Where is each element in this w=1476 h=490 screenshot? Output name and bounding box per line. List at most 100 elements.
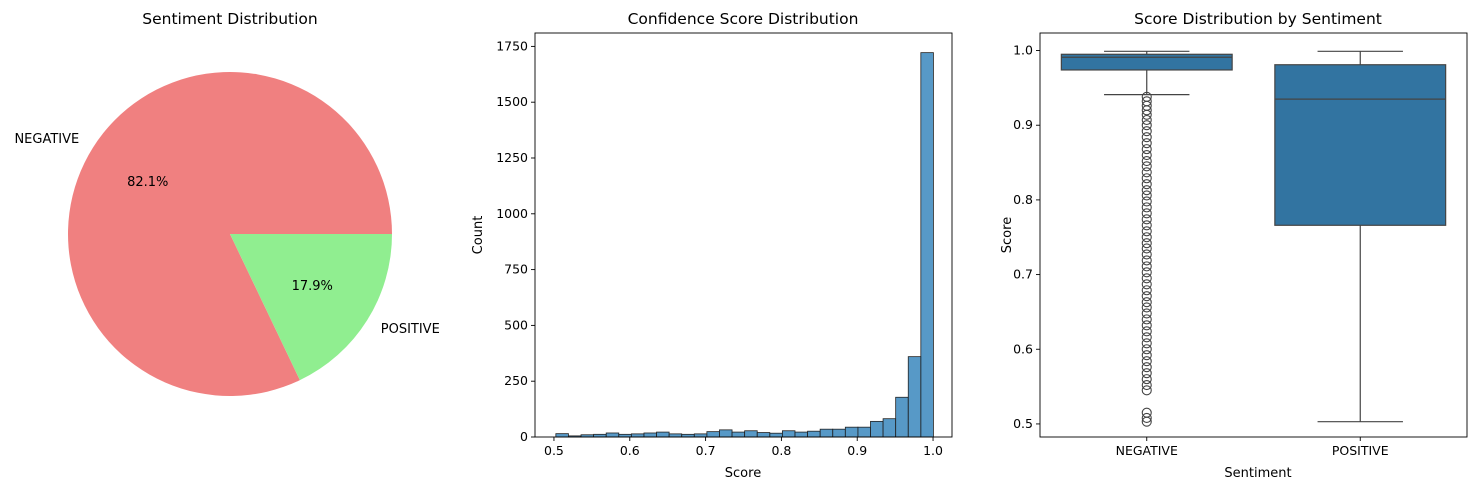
boxplot-outlier xyxy=(1141,202,1152,213)
histogram-y-label: Count xyxy=(471,216,486,255)
histogram-x-tick-label: 0.7 xyxy=(696,443,716,458)
boxplot-y-tick-label: 0.7 xyxy=(1013,267,1033,282)
histogram-bar xyxy=(844,426,859,438)
boxplot-outlier xyxy=(1141,385,1152,396)
pie-percent-positive: 17.9% xyxy=(292,279,333,294)
histogram-bar xyxy=(643,432,657,438)
histogram-x-tick-label: 0.5 xyxy=(544,443,564,458)
boxplot-outlier xyxy=(1141,267,1152,278)
boxplot-outlier xyxy=(1141,356,1152,367)
histogram-y-tick-label: 500 xyxy=(504,317,528,332)
histogram-bar xyxy=(756,432,771,438)
boxplot-y-tick-label: 0.9 xyxy=(1013,117,1033,132)
boxplot-outlier xyxy=(1141,261,1152,272)
histogram-y-tick-label: 1750 xyxy=(496,38,528,53)
boxplot-outlier xyxy=(1141,320,1152,331)
boxplot-outlier xyxy=(1141,362,1152,373)
boxplot-y-tick-label: 1.0 xyxy=(1013,43,1033,58)
histogram-bar xyxy=(870,420,884,438)
pie-slice-positive xyxy=(230,234,392,381)
boxplot-outlier xyxy=(1141,232,1152,243)
boxplot-y-tick-label: 0.8 xyxy=(1013,192,1033,207)
boxplot-x-label: Sentiment xyxy=(1224,466,1291,481)
histogram-y-tick-label: 1500 xyxy=(496,94,528,109)
histogram-y-tick-label: 750 xyxy=(504,262,528,277)
boxplot-outlier xyxy=(1141,350,1152,361)
boxplot-outlier xyxy=(1141,214,1152,225)
boxplot-outlier xyxy=(1141,238,1152,249)
histogram-x-tick-label: 0.8 xyxy=(771,443,791,458)
histogram-bar xyxy=(719,429,733,438)
boxplot-groups xyxy=(1060,50,1447,427)
histogram-bar xyxy=(769,432,783,438)
boxplot-x-tick-label: NEGATIVE xyxy=(1116,443,1178,458)
boxplot-outlier xyxy=(1141,326,1152,337)
boxplot-outlier xyxy=(1141,220,1152,231)
histogram-bar xyxy=(832,428,846,438)
boxplot-outlier xyxy=(1141,249,1152,260)
histogram-bar xyxy=(781,430,796,438)
boxplot-outlier xyxy=(1141,302,1152,313)
pie-slice-negative xyxy=(67,72,392,397)
histogram-bar xyxy=(630,433,645,438)
histogram-panel: Confidence Score Distribution 0.5 0.6 0.7 0… xyxy=(471,10,953,481)
boxplot-outlier xyxy=(1141,150,1152,161)
histogram-y-tick-label: 1000 xyxy=(496,206,528,221)
boxplot-outlier xyxy=(1141,368,1152,379)
boxplot-outlier xyxy=(1141,120,1152,131)
boxplot-outlier xyxy=(1141,279,1152,290)
boxplot-outlier xyxy=(1141,167,1152,178)
pie-labels: NEGATIVE 82.1% POSITIVE 17.9% xyxy=(14,132,439,337)
pie-chart-title: Sentiment Distribution xyxy=(142,10,317,28)
boxplot-box xyxy=(1274,64,1447,226)
histogram-bar xyxy=(895,396,909,438)
boxplot-outlier xyxy=(1141,208,1152,219)
histogram-bar xyxy=(807,430,821,438)
histogram-bar xyxy=(693,433,708,438)
boxplot-group-negative xyxy=(1060,50,1233,427)
boxplot-box xyxy=(1060,53,1233,71)
boxplot-y-label: Score xyxy=(1000,217,1015,253)
boxplot-group-positive xyxy=(1274,50,1447,423)
histogram-bar xyxy=(605,432,620,438)
histogram-bar xyxy=(555,433,569,438)
boxplot-outlier xyxy=(1141,308,1152,319)
histogram-bar xyxy=(656,431,670,438)
boxplot-outlier xyxy=(1141,173,1152,184)
boxplot-outlier xyxy=(1141,196,1152,207)
pie-percent-negative: 82.1% xyxy=(127,175,168,190)
histogram-x-ticks: 0.5 0.6 0.7 0.8 0.9 1.0 xyxy=(544,437,943,458)
boxplot-outlier xyxy=(1141,297,1152,308)
histogram-bar xyxy=(744,430,758,438)
boxplot-outlier xyxy=(1141,291,1152,302)
pie-label-positive: POSITIVE xyxy=(381,322,440,337)
histogram-axes-frame xyxy=(534,32,953,438)
boxplot-outlier xyxy=(1141,374,1152,385)
boxplot-outlier xyxy=(1141,161,1152,172)
histogram-bar xyxy=(857,426,871,438)
histogram-x-tick-label: 1.0 xyxy=(923,443,943,458)
histogram-x-label: Score xyxy=(725,466,761,481)
boxplot-outlier xyxy=(1141,314,1152,325)
boxplot-outlier xyxy=(1141,132,1152,143)
boxplot-outlier xyxy=(1141,105,1152,116)
boxplot-outlier xyxy=(1141,126,1152,137)
boxplot-y-ticks: 0.5 0.6 0.7 0.8 0.9 1.0 xyxy=(1013,43,1040,431)
boxplot-outlier xyxy=(1141,109,1152,120)
pie-chart-panel: Sentiment Distribution NEGATIVE 82.1% POSI… xyxy=(14,10,440,397)
histogram-bar xyxy=(819,428,834,438)
boxplot-outlier xyxy=(1141,412,1152,424)
histogram-y-tick-label: 1250 xyxy=(496,150,528,165)
pie-label-negative: NEGATIVE xyxy=(14,132,79,147)
boxplot-outlier xyxy=(1141,243,1152,254)
pie-slices xyxy=(67,72,392,397)
boxplot-x-ticks: NEGATIVE POSITIVE xyxy=(1116,437,1389,458)
histogram-bar xyxy=(882,418,897,438)
boxplot-outlier xyxy=(1141,285,1152,296)
boxplot-axes-frame xyxy=(1039,32,1468,438)
boxplot-outlier xyxy=(1141,380,1152,391)
boxplot-outlier xyxy=(1141,332,1152,343)
boxplot-outlier xyxy=(1141,255,1152,266)
boxplot-x-tick-label: POSITIVE xyxy=(1332,443,1389,458)
